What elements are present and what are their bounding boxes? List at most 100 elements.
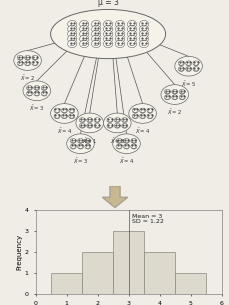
Circle shape [192,66,198,71]
Text: $\bar{X}=4$: $\bar{X}=4$ [118,157,134,167]
Circle shape [94,118,100,123]
Text: $\bar{X}=2$: $\bar{X}=2$ [166,108,182,117]
Circle shape [130,144,136,149]
Circle shape [79,40,88,48]
Circle shape [61,114,67,119]
Circle shape [67,40,76,48]
Circle shape [91,40,100,48]
Text: Mean = 3
SD = 1.22: Mean = 3 SD = 1.22 [131,214,163,224]
Circle shape [127,30,136,38]
Circle shape [130,138,136,143]
Ellipse shape [103,113,131,133]
Circle shape [103,30,112,38]
Bar [113,231,144,294]
Circle shape [171,89,177,94]
Circle shape [67,20,76,28]
Text: μ = 3: μ = 3 [97,0,118,7]
Circle shape [85,138,90,143]
Circle shape [79,123,85,128]
Circle shape [103,25,112,33]
Circle shape [106,118,112,123]
Circle shape [61,108,67,113]
Circle shape [139,114,145,119]
Circle shape [32,55,38,60]
Circle shape [34,85,40,90]
Circle shape [178,95,184,100]
Ellipse shape [128,104,156,123]
Circle shape [123,144,129,149]
Circle shape [26,85,32,90]
Circle shape [67,25,76,33]
Circle shape [185,61,191,66]
Circle shape [68,108,74,113]
Bar [51,273,82,294]
Circle shape [115,40,124,48]
Circle shape [54,114,60,119]
Ellipse shape [66,134,94,153]
Circle shape [91,20,100,28]
Circle shape [121,123,127,128]
Circle shape [26,91,32,96]
Circle shape [114,118,120,123]
Circle shape [70,144,76,149]
Circle shape [177,66,183,71]
Ellipse shape [112,134,140,153]
Circle shape [103,20,112,28]
Circle shape [178,89,184,94]
Circle shape [114,123,120,128]
Circle shape [139,30,148,38]
Text: $\bar{X}=3$: $\bar{X}=3$ [109,137,124,145]
Circle shape [91,30,100,38]
Circle shape [94,123,100,128]
Text: $\bar{X}=1$: $\bar{X}=1$ [82,137,97,145]
Ellipse shape [76,113,103,133]
Circle shape [139,35,148,43]
Circle shape [171,95,177,100]
Bar [175,273,206,294]
Circle shape [79,25,88,33]
Y-axis label: Frequency: Frequency [16,234,22,271]
Text: $\bar{X}=4$: $\bar{X}=4$ [134,127,150,136]
Circle shape [103,40,112,48]
Circle shape [121,118,127,123]
Circle shape [17,61,23,66]
Circle shape [177,61,183,66]
Circle shape [79,118,85,123]
Circle shape [116,138,122,143]
Text: $\bar{X}=4$: $\bar{X}=4$ [57,127,72,136]
Circle shape [79,30,88,38]
Circle shape [25,55,30,60]
Circle shape [185,66,191,71]
Text: $\bar{X}=5$: $\bar{X}=5$ [180,80,195,89]
Circle shape [132,108,138,113]
Circle shape [146,114,152,119]
Circle shape [86,123,92,128]
Circle shape [115,30,124,38]
Ellipse shape [50,104,78,123]
Ellipse shape [14,51,41,70]
Ellipse shape [174,56,202,76]
Circle shape [79,35,88,43]
Circle shape [139,25,148,33]
Circle shape [85,144,90,149]
Circle shape [115,20,124,28]
Text: $\bar{X}=2$: $\bar{X}=2$ [20,74,35,83]
Circle shape [67,30,76,38]
Circle shape [41,91,47,96]
Ellipse shape [160,85,188,104]
Circle shape [127,35,136,43]
Circle shape [91,35,100,43]
Circle shape [115,35,124,43]
Circle shape [115,25,124,33]
Circle shape [17,55,23,60]
Circle shape [77,138,83,143]
Circle shape [139,40,148,48]
Circle shape [86,118,92,123]
Circle shape [79,20,88,28]
Circle shape [127,40,136,48]
Circle shape [192,61,198,66]
Ellipse shape [23,81,50,101]
Text: $\bar{X}=3$: $\bar{X}=3$ [29,104,44,113]
Circle shape [139,108,145,113]
Circle shape [70,138,76,143]
